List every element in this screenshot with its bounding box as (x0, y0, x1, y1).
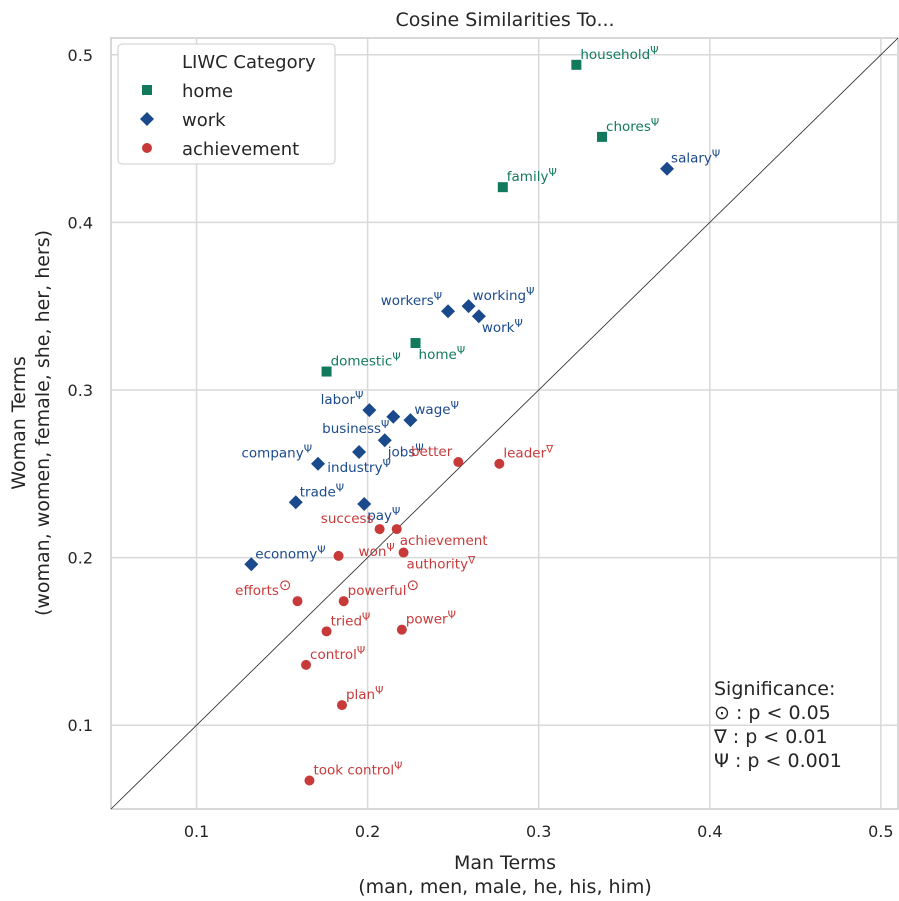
point-achievement (391, 524, 402, 535)
point-trade (288, 495, 303, 510)
x-tick-label: 0.2 (355, 822, 380, 841)
y-axis-subtitle: (woman, women, female, she, her, hers) (32, 230, 54, 616)
point-label-took-control: took controlΨ (313, 761, 402, 779)
y-tick-label: 0.4 (68, 213, 93, 232)
point-better (453, 457, 464, 468)
point-label-workers: workersΨ (381, 291, 442, 309)
y-axis-title: Woman Terms (8, 356, 30, 489)
point-company (311, 456, 326, 471)
point-jobs (377, 433, 392, 448)
point-label-control: controlΨ (310, 645, 365, 663)
point-workers (441, 304, 456, 319)
point-business (386, 409, 401, 424)
point-economy (244, 557, 259, 572)
significance-legend: Significance: ⊙ : p < 0.05 ∇ : p < 0.01 … (713, 678, 842, 772)
x-tick-label: 0.3 (526, 822, 551, 841)
point-label-jobs: jobsΨ (387, 442, 424, 460)
significance-line-2: ∇ : p < 0.01 (713, 726, 828, 748)
point-took-control (304, 775, 315, 786)
point-label-home: homeΨ (419, 345, 466, 363)
point-labor (362, 403, 377, 418)
significance-title: Significance: (714, 678, 835, 700)
y-tick-label: 0.1 (68, 716, 93, 735)
x-tick-label: 0.5 (868, 822, 893, 841)
point-label-family: familyΨ (507, 167, 557, 185)
point-label-industry: industryΨ (327, 458, 391, 476)
point-label-better: better (411, 444, 453, 460)
point-label-salary: salaryΨ (671, 149, 720, 167)
point-label-economy: economyΨ (255, 544, 325, 562)
legend-label-achievement: achievement (182, 139, 299, 160)
point-label-pay: payΨ (367, 506, 400, 524)
point-pay (357, 496, 372, 511)
point-plan (336, 700, 347, 711)
point-wage (403, 413, 418, 428)
legend-box (117, 43, 336, 165)
diagonal-reference-line (110, 37, 899, 810)
point-label-efforts: efforts⊙ (235, 576, 291, 599)
point-industry (352, 444, 367, 459)
point-label-tried: triedΨ (331, 611, 371, 629)
point-label-authority: authority∇ (407, 555, 477, 573)
point-label-business: businessΨ (322, 419, 389, 437)
point-label-company: companyΨ (242, 444, 313, 462)
legend-title: LIWC Category (182, 52, 316, 73)
point-home (410, 338, 421, 349)
legend-label-work: work (182, 110, 226, 131)
point-label-chores: choresΨ (606, 117, 659, 135)
point-label-leader: leader∇ (503, 444, 554, 462)
point-working (461, 299, 476, 314)
x-tick-label: 0.4 (697, 822, 722, 841)
point-label-trade: tradeΨ (300, 482, 344, 500)
y-tick-label: 0.3 (68, 381, 93, 400)
x-tick-label: 0.1 (184, 822, 209, 841)
point-household (571, 59, 582, 70)
point-salary (660, 161, 675, 176)
point-label-achievement: achievement (400, 533, 488, 549)
point-label-work: workΨ (482, 318, 523, 336)
point-domestic (321, 366, 332, 377)
significance-line-3: Ψ : p < 0.001 (714, 750, 842, 772)
y-tick-label: 0.2 (68, 549, 93, 568)
legend-marker-work (140, 112, 154, 126)
point-family (497, 182, 508, 193)
point-power (396, 624, 407, 635)
axis-ticks: 0.1 0.2 0.3 0.4 0.5 0.1 0.2 0.3 0.4 0.5 (68, 46, 894, 841)
legend-marker-achievement (142, 143, 152, 153)
point-won (333, 550, 344, 561)
point-efforts (292, 596, 303, 607)
y-tick-label: 0.5 (68, 46, 93, 65)
point-success (374, 524, 385, 535)
point-label-won: wonΨ (359, 542, 395, 560)
point-powerful (338, 596, 349, 607)
legend-entries: home work achievement (140, 81, 299, 160)
point-tried (321, 626, 332, 637)
x-axis-title: Man Terms (454, 852, 556, 874)
plot-area-border (110, 37, 899, 810)
point-label-working: workingΨ (473, 286, 535, 304)
point-label-domestic: domesticΨ (331, 352, 401, 370)
x-axis-subtitle: (man, men, male, he, his, him) (358, 876, 652, 898)
point-leader (494, 458, 505, 469)
point-chores (597, 131, 608, 142)
data-points: householdΨ choresΨ familyΨ homeΨ domesticΨ sa… (235, 45, 720, 786)
significance-line-1: ⊙ : p < 0.05 (714, 702, 831, 724)
legend: LIWC Category home work achievement (117, 43, 336, 165)
point-work (471, 309, 486, 324)
legend-label-home: home (182, 81, 233, 102)
point-control (301, 659, 312, 670)
point-label-wage: wageΨ (414, 400, 458, 418)
point-label-powerful: powerful⊙ (348, 576, 419, 599)
point-label-plan: planΨ (346, 685, 383, 703)
legend-marker-home (142, 85, 152, 95)
point-label-power: powerΨ (406, 610, 456, 628)
point-label-household: householdΨ (580, 45, 658, 63)
point-label-success: success (321, 511, 374, 527)
grid-lines (111, 38, 898, 809)
point-label-labor: laborΨ (321, 390, 364, 408)
point-authority (398, 547, 409, 558)
chart-title: Cosine Similarities To... (395, 9, 614, 31)
